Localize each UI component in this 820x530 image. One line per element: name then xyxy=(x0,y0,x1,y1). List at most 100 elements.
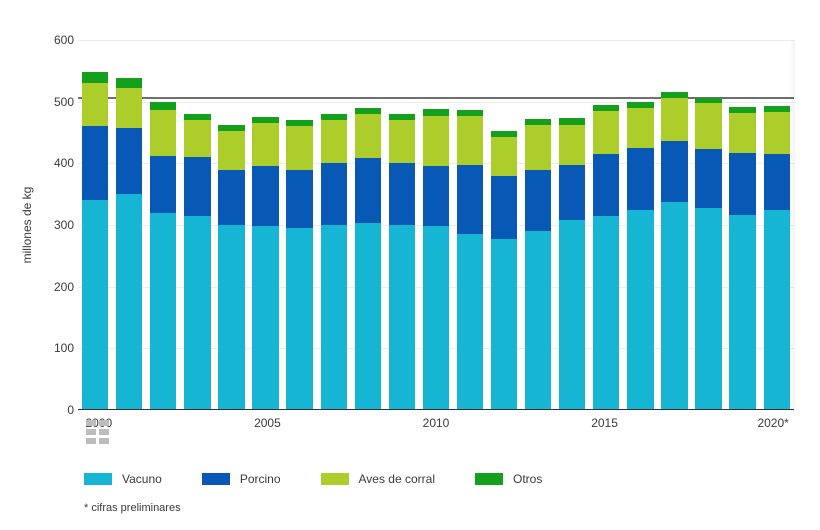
x-tick-label: 2015 xyxy=(591,416,618,430)
bar-segment-aves_de_corral xyxy=(559,125,585,165)
bar-segment-porcino xyxy=(116,128,142,195)
bar-segment-porcino xyxy=(661,141,687,201)
legend-label: Aves de corral xyxy=(359,472,435,486)
bar-segment-aves_de_corral xyxy=(423,116,449,165)
bar-segment-aves_de_corral xyxy=(729,113,755,153)
bar-segment-vacuno xyxy=(627,210,653,410)
bar-segment-porcino xyxy=(491,176,517,239)
x-tick-label: 2020* xyxy=(757,416,788,430)
legend-swatch xyxy=(202,473,230,485)
bar xyxy=(627,40,653,410)
logo-icon xyxy=(86,420,109,444)
legend-label: Vacuno xyxy=(122,472,162,486)
bar-segment-aves_de_corral xyxy=(184,120,210,157)
bar-segment-vacuno xyxy=(252,226,278,410)
bar-segment-vacuno xyxy=(321,225,347,410)
bar-segment-aves_de_corral xyxy=(491,137,517,175)
y-axis: 0100200300400500600 xyxy=(0,40,78,410)
x-tick-label: 2010 xyxy=(423,416,450,430)
bar-segment-porcino xyxy=(286,170,312,229)
bar-segment-porcino xyxy=(593,154,619,216)
chart-container: millones de kg 0100200300400500600 20002… xyxy=(0,0,820,530)
bar-segment-vacuno xyxy=(559,220,585,410)
bar-segment-vacuno xyxy=(695,208,721,410)
bar-segment-porcino xyxy=(729,153,755,215)
legend-label: Otros xyxy=(513,472,542,486)
bar-segment-otros xyxy=(116,78,142,87)
bar-segment-porcino xyxy=(389,163,415,225)
bar-segment-otros xyxy=(150,102,176,109)
bar-segment-aves_de_corral xyxy=(116,88,142,128)
legend-item-aves_de_corral: Aves de corral xyxy=(321,472,435,486)
bar-segment-aves_de_corral xyxy=(252,123,278,166)
bar-segment-vacuno xyxy=(218,225,244,410)
bar-segment-vacuno xyxy=(423,226,449,410)
bar xyxy=(695,40,721,410)
bar-segment-porcino xyxy=(627,148,653,210)
bar xyxy=(457,40,483,410)
bar-segment-vacuno xyxy=(661,202,687,410)
legend-label: Porcino xyxy=(240,472,281,486)
bar-segment-vacuno xyxy=(593,216,619,410)
bar-segment-aves_de_corral xyxy=(355,114,381,158)
legend-swatch xyxy=(475,473,503,485)
bar xyxy=(321,40,347,410)
y-tick-label: 200 xyxy=(54,280,74,294)
bar xyxy=(525,40,551,410)
bar-segment-aves_de_corral xyxy=(150,110,176,156)
bar xyxy=(389,40,415,410)
legend-item-vacuno: Vacuno xyxy=(84,472,162,486)
legend-item-porcino: Porcino xyxy=(202,472,281,486)
bar-segment-aves_de_corral xyxy=(661,98,687,141)
y-tick-label: 400 xyxy=(54,156,74,170)
y-tick-label: 600 xyxy=(54,33,74,47)
bar xyxy=(423,40,449,410)
bar-segment-vacuno xyxy=(82,200,108,410)
bar-segment-porcino xyxy=(559,165,585,221)
bar xyxy=(729,40,755,410)
bar xyxy=(764,40,790,410)
bar-segment-porcino xyxy=(695,149,721,208)
bar-segment-aves_de_corral xyxy=(218,131,244,170)
bar xyxy=(559,40,585,410)
bar xyxy=(661,40,687,410)
legend: Vacuno Porcino Aves de corral Otros xyxy=(84,472,542,486)
bar-segment-vacuno xyxy=(457,234,483,410)
y-tick-label: 100 xyxy=(54,341,74,355)
bar-segment-aves_de_corral xyxy=(627,108,653,148)
bar-segment-porcino xyxy=(218,170,244,226)
bar xyxy=(218,40,244,410)
footnote-text: * cifras preliminares xyxy=(84,502,181,514)
bar-segment-aves_de_corral xyxy=(82,83,108,126)
bar-segment-vacuno xyxy=(389,225,415,410)
bar-segment-vacuno xyxy=(729,215,755,410)
bar-segment-aves_de_corral xyxy=(321,120,347,163)
bar xyxy=(491,40,517,410)
bar xyxy=(116,40,142,410)
bar-segment-vacuno xyxy=(355,223,381,410)
bar-segment-vacuno xyxy=(116,194,142,410)
bar-segment-porcino xyxy=(423,166,449,226)
bar-segment-porcino xyxy=(764,154,790,210)
bar-segment-vacuno xyxy=(286,228,312,410)
bar-segment-vacuno xyxy=(184,216,210,410)
bar-segment-aves_de_corral xyxy=(695,103,721,149)
bar-segment-porcino xyxy=(150,156,176,213)
bar xyxy=(355,40,381,410)
bar-segment-porcino xyxy=(252,166,278,226)
bar xyxy=(82,40,108,410)
bar-segment-porcino xyxy=(457,165,483,234)
bar xyxy=(184,40,210,410)
x-tick-label: 2005 xyxy=(254,416,281,430)
bar-segment-otros xyxy=(423,109,449,116)
bar xyxy=(252,40,278,410)
x-axis: 20002005201020152020* xyxy=(78,410,794,440)
bar xyxy=(150,40,176,410)
bar-segment-porcino xyxy=(355,158,381,223)
bars-layer xyxy=(78,40,794,410)
bar-segment-otros xyxy=(82,72,108,83)
bar-segment-aves_de_corral xyxy=(593,111,619,154)
bar-segment-vacuno xyxy=(491,239,517,410)
y-tick-label: 300 xyxy=(54,218,74,232)
bar xyxy=(593,40,619,410)
